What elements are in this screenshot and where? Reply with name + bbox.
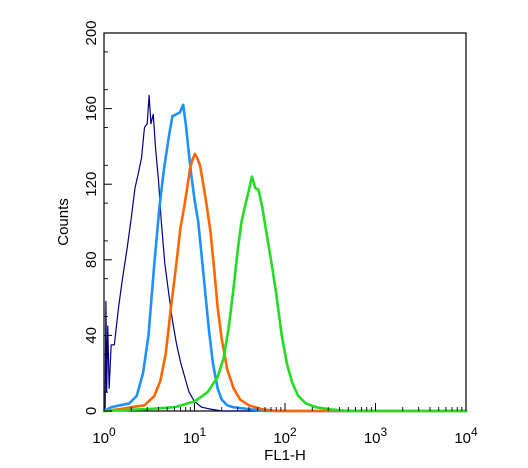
y-axis-ticks: 0 40 80 120 160 200 [83, 20, 112, 415]
x-axis-label: FL1-H [264, 447, 306, 464]
x-tick-label: 104 [454, 425, 478, 447]
series-line-3 [102, 152, 468, 413]
y-tick-label: 40 [83, 327, 100, 344]
series-line-4 [102, 175, 468, 413]
y-tick-label: 0 [83, 407, 100, 415]
x-axis-ticks: 100 101 102 103 104 [92, 403, 478, 447]
y-tick-label: 160 [83, 96, 100, 121]
y-tick-label: 80 [83, 251, 100, 268]
series-line-2 [102, 103, 468, 413]
series-layer [102, 94, 468, 413]
y-tick-label: 200 [83, 20, 100, 45]
x-tick-label: 102 [273, 425, 297, 447]
series-line-1 [103, 94, 467, 412]
y-tick-label: 120 [83, 172, 100, 197]
y-axis-label: Counts [55, 198, 72, 246]
x-tick-label: 100 [92, 425, 116, 447]
x-tick-label: 103 [364, 425, 388, 447]
x-tick-label: 101 [183, 425, 207, 447]
